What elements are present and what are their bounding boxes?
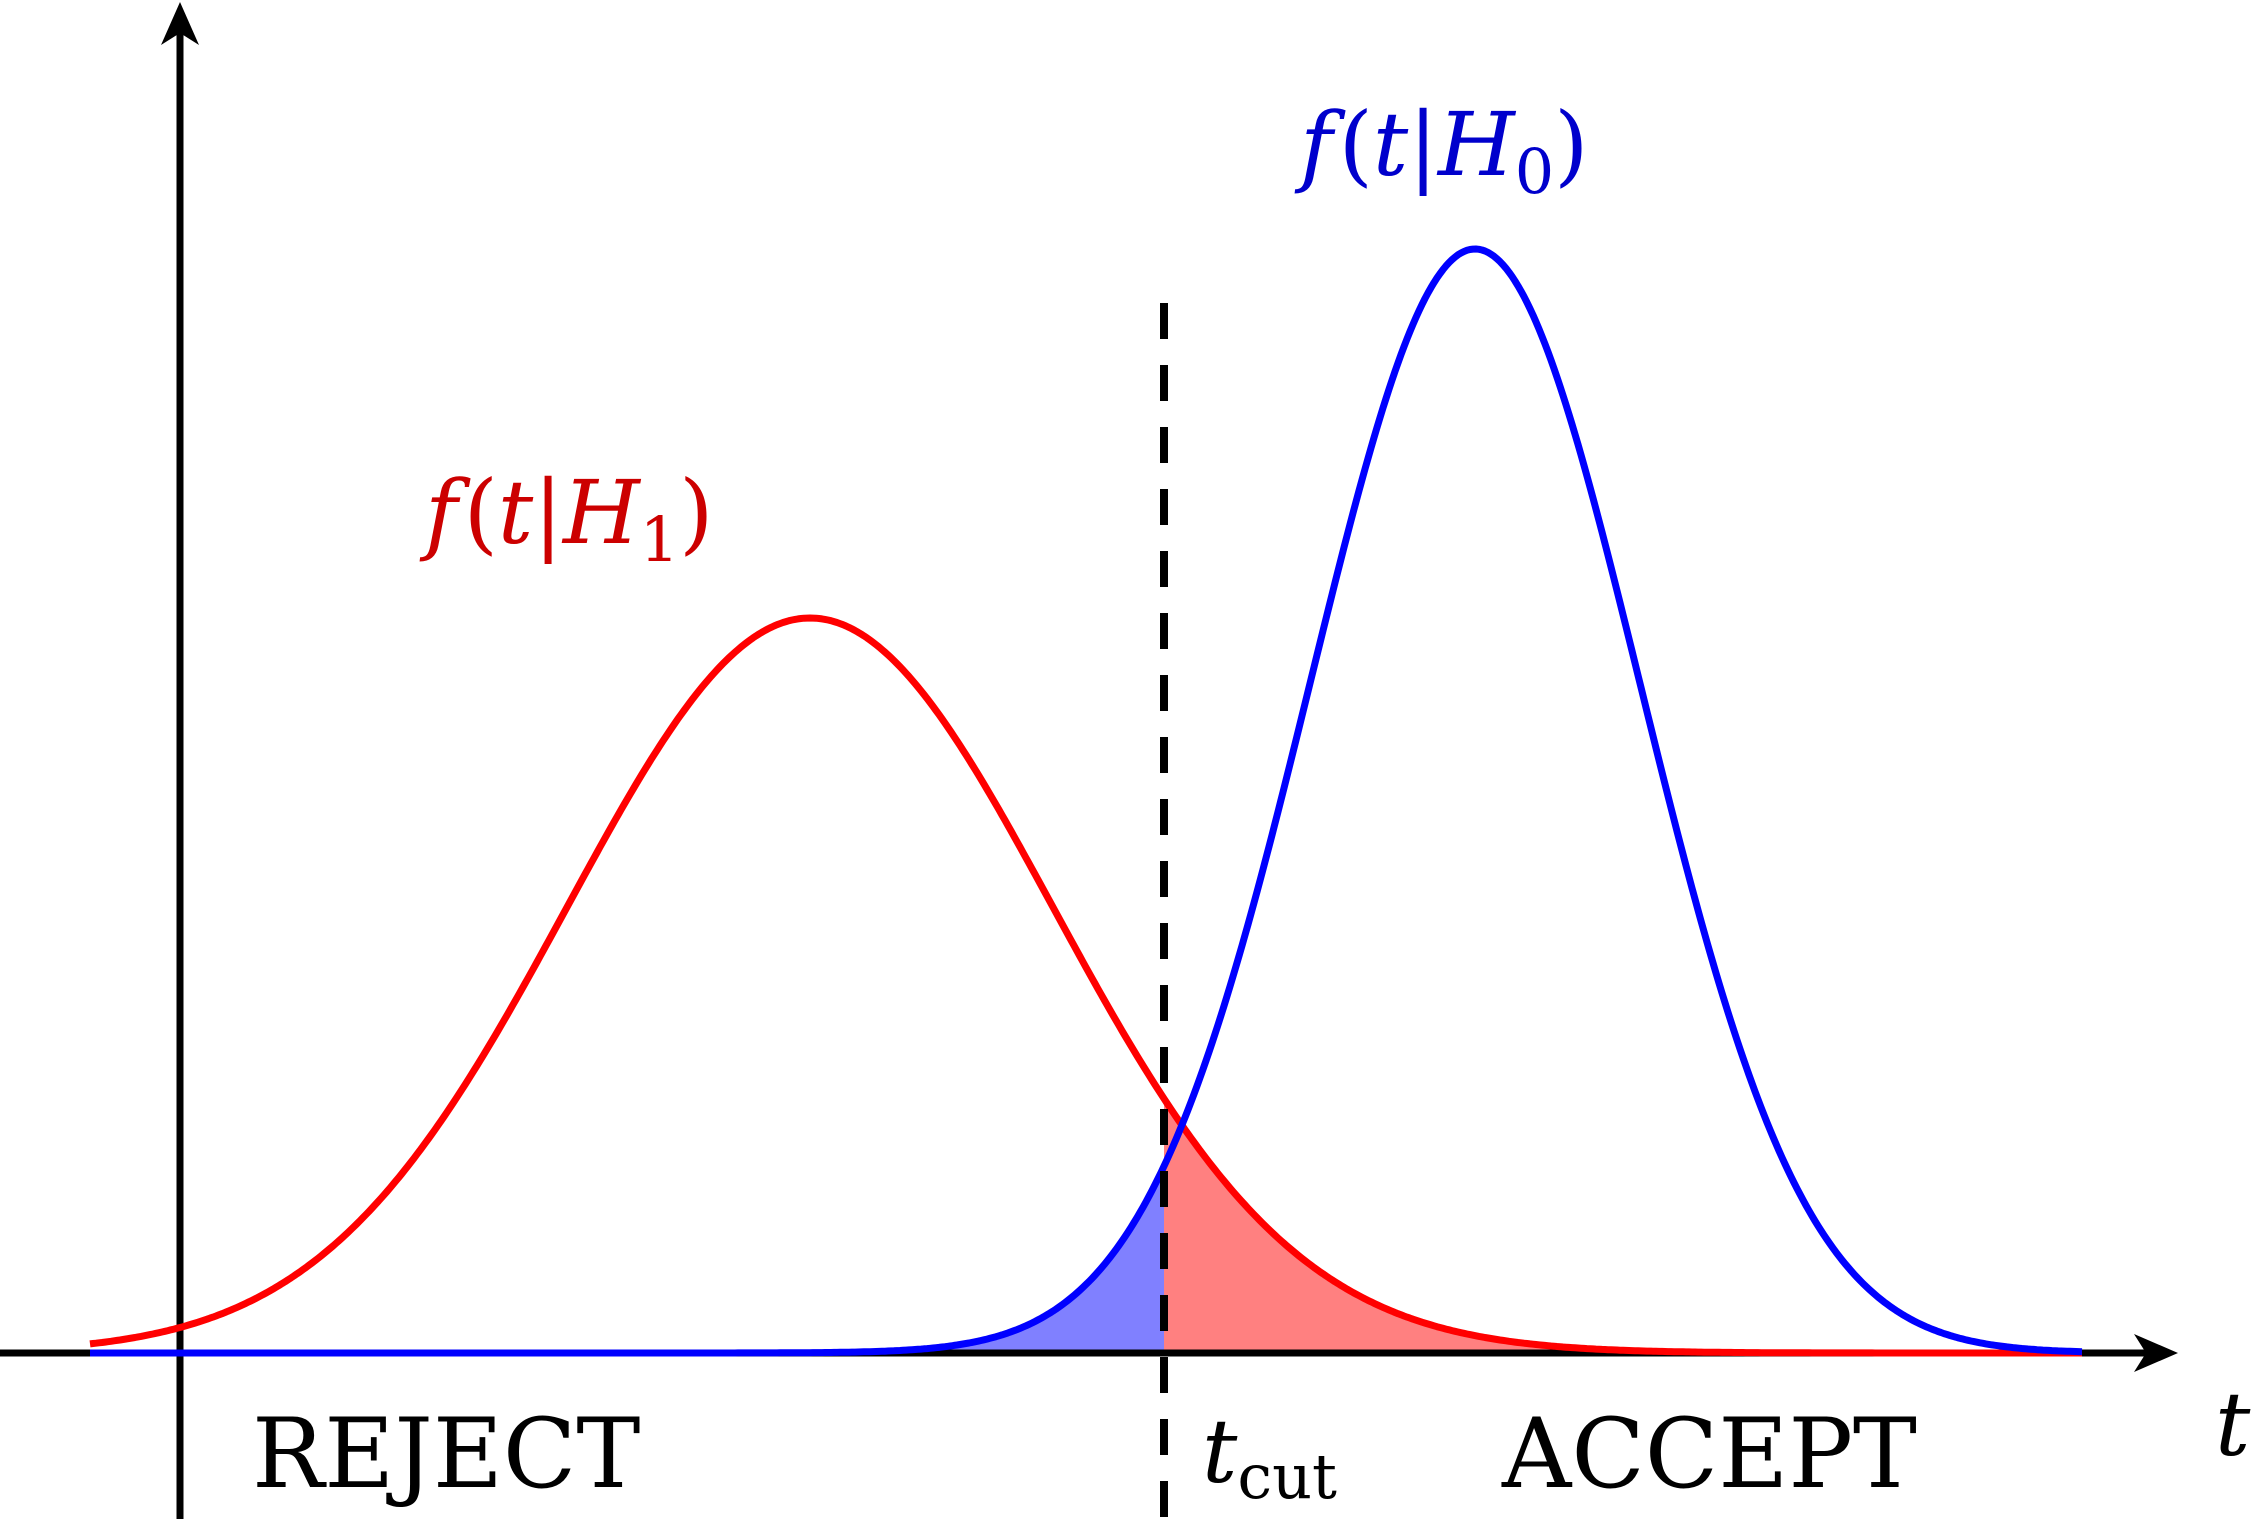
h1-density-label: f(t|H1): [419, 461, 714, 576]
t-cut-label: tcut: [1202, 1400, 1337, 1513]
arrow-right-icon: [2134, 1334, 2178, 1372]
h1-density-curve: [89, 614, 2083, 1357]
h0-label-H: H: [1436, 93, 1517, 196]
h0-density-curve: [89, 245, 2083, 1357]
h0-label-subscript: 0: [1515, 135, 1554, 208]
h1-label-subscript: 1: [640, 503, 679, 576]
arrow-up-icon: [161, 2, 199, 45]
h1-label-H: H: [561, 461, 642, 564]
h0-label-open-paren: (: [1339, 93, 1373, 196]
reject-region-label: REJECT: [252, 1398, 640, 1510]
h0-rejection-tail-area: [700, 1166, 1164, 1353]
t-axis-label: t: [2215, 1373, 2251, 1476]
accept-region-label: ACCEPT: [1501, 1398, 1917, 1510]
h0-label-close-paren: ): [1554, 93, 1588, 196]
t-cut-label-t: t: [1202, 1400, 1238, 1503]
h1-label-open-paren: (: [464, 461, 498, 564]
h0-density-label: f(t|H0): [1294, 93, 1589, 208]
h1-label-close-paren: ): [679, 461, 713, 564]
t-cut-label-subscript: cut: [1237, 1440, 1337, 1513]
h0-label-bar: |: [1408, 93, 1438, 196]
h1-label-t: t: [498, 461, 534, 564]
h1-acceptance-tail-area: [1164, 1098, 2082, 1353]
h0-label-t: t: [1373, 93, 1409, 196]
h1-label-bar: |: [533, 461, 563, 564]
